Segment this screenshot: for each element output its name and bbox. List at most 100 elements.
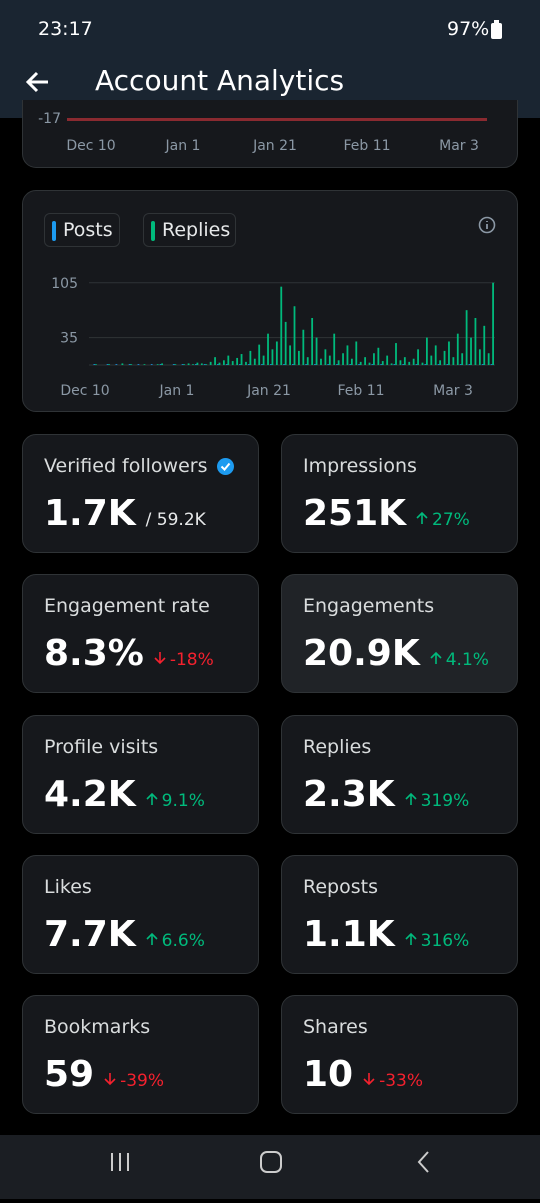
battery: 97% — [447, 18, 490, 40]
bar — [337, 360, 340, 365]
bar — [231, 361, 234, 365]
bar — [327, 364, 330, 365]
stat-label: Verified followers — [44, 455, 208, 477]
change-text: 27% — [432, 510, 470, 530]
bar — [247, 364, 250, 365]
stat-label: Profile visits — [44, 735, 159, 758]
bar — [350, 358, 353, 365]
bar — [487, 353, 490, 365]
bar — [320, 358, 322, 365]
bar — [292, 364, 294, 365]
bar — [403, 357, 406, 365]
stat-card[interactable]: Impressions 251K 27% — [281, 434, 518, 553]
stat-label: Engagements — [303, 595, 435, 618]
bar — [459, 364, 462, 365]
bar — [492, 282, 494, 365]
back-nav[interactable] — [417, 1151, 429, 1173]
bar — [203, 364, 206, 365]
stat-card[interactable]: Verified followers 1.7K / 59.2K — [22, 434, 259, 553]
stat-value: 1.7K — [44, 493, 136, 534]
bar — [115, 364, 118, 365]
bar — [483, 325, 486, 365]
bar — [214, 357, 216, 365]
bar — [412, 358, 415, 365]
bar — [227, 355, 230, 365]
x-tick-label: Jan 1 — [165, 138, 201, 154]
bar — [395, 343, 397, 365]
change-text: -18% — [169, 650, 214, 671]
bar — [187, 363, 190, 365]
bar — [474, 318, 477, 365]
stat-card[interactable]: Shares 10 -33% — [281, 995, 518, 1115]
stat-value-row: 4.2K 9.1% — [44, 774, 205, 815]
change-text: -33% — [379, 1071, 424, 1092]
legend-label: Replies — [162, 219, 231, 241]
bar — [121, 363, 124, 365]
stat-change: -33% — [363, 1071, 423, 1091]
x-tick-label: Mar 3 — [439, 138, 479, 154]
stat-value: 8.3% — [44, 633, 144, 675]
bar — [478, 349, 481, 365]
bar — [461, 353, 464, 365]
back-button[interactable] — [24, 68, 52, 96]
bar — [306, 357, 309, 365]
bar — [470, 337, 472, 365]
bar — [490, 364, 493, 365]
bar — [209, 361, 212, 365]
bar — [364, 357, 367, 365]
verified-badge — [217, 458, 234, 475]
clock: 23:17 — [38, 18, 93, 40]
legend-item[interactable]: Posts — [44, 213, 120, 247]
stat-label: Shares — [303, 1016, 368, 1039]
home-button[interactable] — [260, 1151, 282, 1173]
bar — [465, 310, 468, 365]
bar — [95, 364, 97, 365]
bar — [192, 364, 194, 365]
stat-value: 10 — [303, 1054, 354, 1096]
info-icon[interactable] — [478, 216, 496, 234]
bar — [245, 361, 247, 365]
bar — [358, 364, 360, 365]
bar — [225, 364, 228, 365]
stat-card[interactable]: Engagements 20.9K 4.1% — [281, 574, 518, 694]
bar — [399, 360, 402, 365]
bar — [336, 364, 338, 365]
x-tick-label: Jan 21 — [252, 138, 297, 154]
bar — [108, 364, 111, 365]
stat-card[interactable]: Bookmarks 59 -39% — [22, 995, 259, 1115]
legend-item[interactable]: Replies — [143, 213, 236, 247]
change-text: 319% — [420, 790, 470, 811]
y-tick-label: 105 — [51, 276, 78, 292]
bar — [324, 349, 327, 365]
bar — [269, 364, 272, 365]
stat-label: Impressions — [303, 455, 417, 477]
change-text: 9.1% — [161, 790, 205, 811]
stat-card[interactable]: Likes 7.7K 6.6% — [22, 854, 259, 974]
bar — [239, 364, 241, 365]
x-tick-label: Jan 1 — [159, 383, 195, 399]
bar — [390, 363, 393, 365]
stat-card[interactable]: Reposts 1.1K 316% — [281, 854, 518, 974]
bar — [346, 345, 349, 365]
bar — [172, 364, 175, 365]
bar — [200, 363, 203, 365]
nav-bar — [0, 1135, 540, 1199]
stat-card[interactable]: Engagement rate 8.3% -18% — [22, 574, 259, 694]
cut-bars — [67, 118, 487, 121]
stat-card[interactable]: Profile visits 4.2K 9.1% — [22, 714, 259, 834]
top-chart-card: -17 Dec 10 Jan 1 Jan 21 Feb 11 Mar 3 — [22, 100, 518, 168]
arrow-icon — [430, 652, 442, 665]
stat-value: 7.7K — [44, 913, 136, 955]
bar — [424, 364, 427, 365]
top-chart: -17 Dec 10 Jan 1 Jan 21 Feb 11 Mar 3 — [38, 111, 487, 154]
stat-card[interactable]: Replies 2.3K 319% — [281, 714, 518, 834]
arrow-icon — [363, 1073, 375, 1086]
change-text: 316% — [420, 930, 470, 951]
arrow-icon — [416, 511, 428, 524]
stat-value: 59 — [44, 1054, 95, 1096]
stat-label: Replies — [303, 735, 372, 758]
bar — [150, 364, 153, 365]
bar — [425, 337, 428, 365]
stat-change: 9.1% — [146, 791, 205, 811]
